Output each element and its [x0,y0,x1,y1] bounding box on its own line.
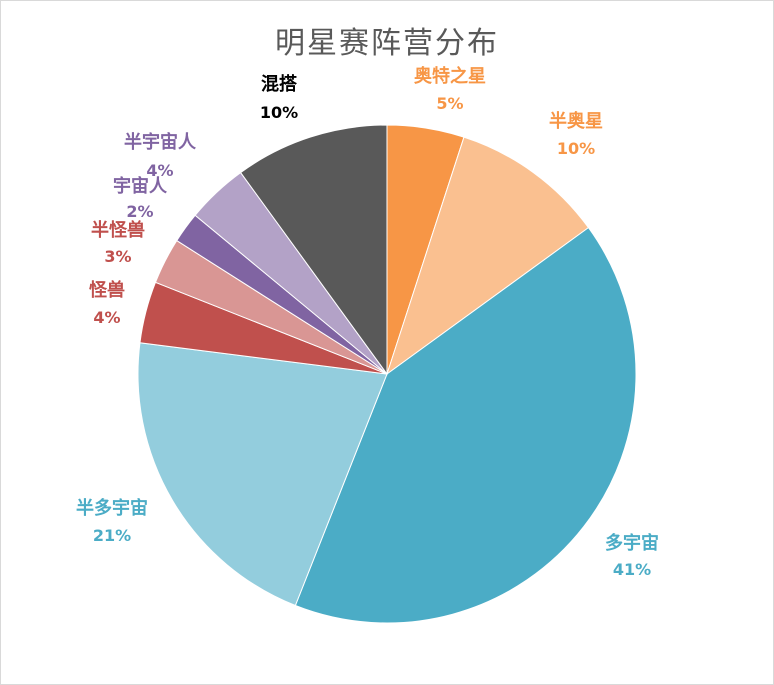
slice-label-9: 混搭 [261,73,297,95]
chart-title: 明星赛阵营分布 [275,26,499,61]
slice-label-8: 半宇宙人 [124,131,197,153]
slice-percent-6: 3% [104,247,131,266]
slice-percent-4: 21% [93,526,131,545]
pie-slice-4 [137,342,388,607]
slice-percent-7: 2% [126,202,153,221]
slice-percent-9: 10% [260,103,298,122]
slice-label-4: 半多宇宙 [76,497,148,519]
slice-label-1: 奥特之星 [414,65,486,87]
slice-percent-1: 5% [436,94,463,113]
pie-slices [137,124,637,624]
pie-labels: 奥特之星 5% 半奥星 10% 多宇宙 41% 半多宇宙 21% 怪兽 4% 半怪兽 3% 宇宙人 2% 半… [76,65,659,579]
slice-label-3: 多宇宙 [605,532,659,554]
pie-slice-9 [239,124,388,376]
pie-slice-2 [386,136,590,376]
slice-label-5: 怪兽 [89,279,125,301]
slice-percent-3: 41% [613,560,651,579]
pie-slice-3 [294,226,637,624]
slice-percent-2: 10% [557,139,595,158]
slice-label-6: 半怪兽 [91,219,145,241]
slice-label-7: 宇宙人 [113,175,168,197]
slice-percent-8: 4% [146,161,173,180]
slice-percent-5: 4% [93,308,120,327]
slice-label-2: 半奥星 [549,110,603,132]
